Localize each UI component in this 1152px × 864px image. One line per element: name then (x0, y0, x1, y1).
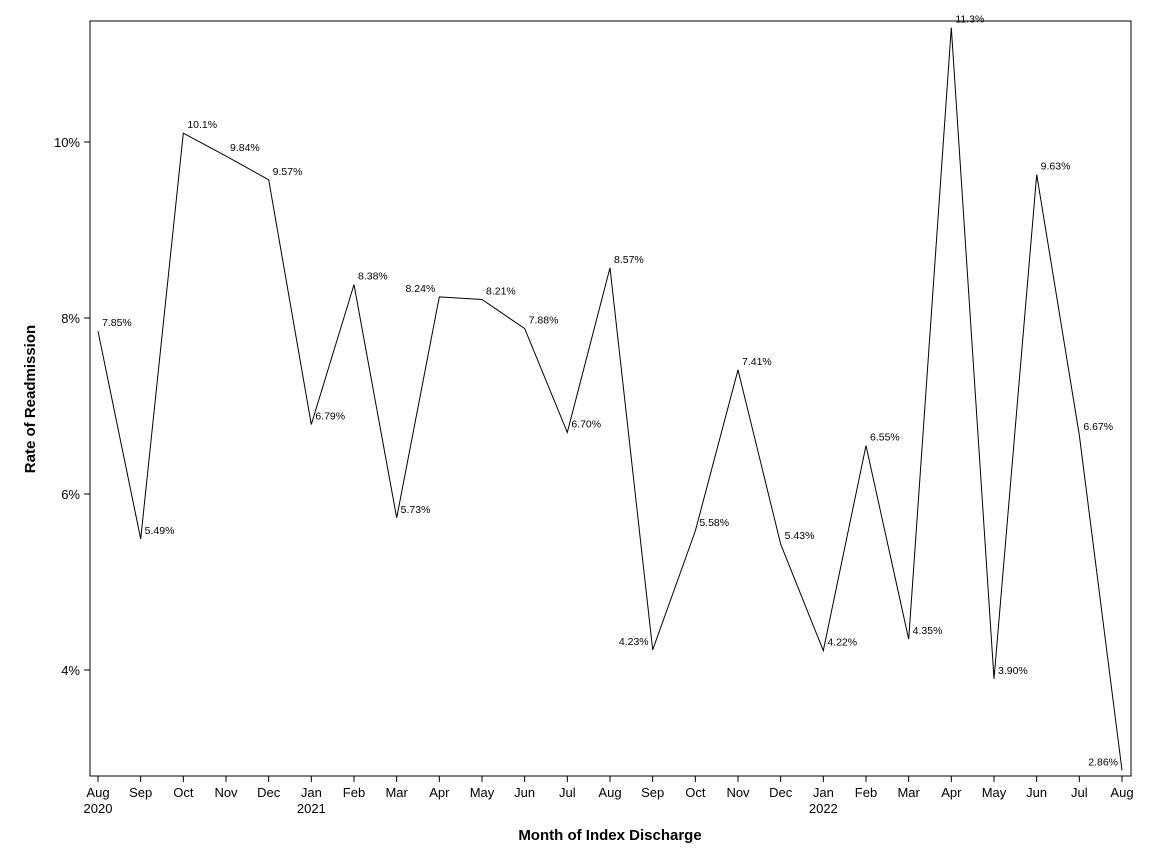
data-label: 10.1% (187, 119, 217, 131)
x-tick-label: Apr (941, 785, 962, 800)
x-axis-title: Month of Index Discharge (518, 827, 701, 844)
y-axis-title: Rate of Readmission (22, 325, 39, 473)
x-tick-label: Nov (726, 785, 750, 800)
plot-frame (89, 20, 1132, 777)
x-tick-label: Aug (598, 785, 621, 800)
data-label: 9.57% (273, 166, 303, 178)
x-tick-label: Mar (385, 785, 408, 800)
data-label: 3.90% (998, 665, 1028, 677)
y-axis: 4% 6% 8% 10% (54, 135, 90, 678)
x-tick-label: Oct (173, 785, 194, 800)
x-tick-label: Aug (1110, 785, 1133, 800)
data-label: 9.84% (230, 142, 260, 154)
x-tick-label: Sep (129, 785, 152, 800)
x-tick-label: Aug (86, 785, 109, 800)
data-label: 4.22% (827, 637, 857, 649)
x-tick-label: Nov (214, 785, 238, 800)
y-tick-label: 8% (61, 311, 80, 326)
data-label: 6.79% (315, 410, 345, 422)
x-year-label: 2020 (84, 801, 113, 816)
data-label: 8.24% (406, 283, 436, 295)
x-tick-label: Mar (897, 785, 920, 800)
x-tick-label: Dec (769, 785, 793, 800)
y-tick-label: 10% (54, 135, 80, 150)
data-label: 8.21% (486, 286, 516, 298)
x-tick-label: Sep (641, 785, 664, 800)
data-label: 7.85% (102, 317, 132, 329)
x-axis: Aug Sep Oct Nov Dec Jan Feb Mar Apr May Jun Jul Aug S… (84, 776, 1134, 816)
data-label: 4.23% (619, 636, 649, 648)
x-tick-label: May (470, 785, 495, 800)
x-tick-label: Jun (1026, 785, 1047, 800)
data-labels: 7.85% 5.49% 10.1% 9.84% 9.57% 6.79% 8.38% 5.73%… (102, 14, 1118, 769)
x-tick-label: Jan (813, 785, 834, 800)
data-label: 5.49% (145, 525, 175, 537)
x-tick-label: Apr (429, 785, 450, 800)
data-label: 6.67% (1083, 421, 1113, 433)
data-label: 5.43% (785, 530, 815, 542)
x-tick-label: May (982, 785, 1007, 800)
x-tick-label: Feb (855, 785, 877, 800)
x-tick-label: Jan (301, 785, 322, 800)
data-label: 7.88% (529, 315, 559, 327)
x-tick-label: Oct (685, 785, 706, 800)
data-label: 6.70% (571, 418, 601, 430)
data-label: 11.3% (955, 14, 984, 26)
x-tick-label: Dec (257, 785, 281, 800)
data-label: 7.41% (742, 356, 772, 368)
data-label: 9.63% (1041, 161, 1071, 173)
data-label: 2.86% (1088, 756, 1118, 768)
data-label: 5.73% (401, 504, 431, 516)
x-year-label: 2021 (297, 801, 326, 816)
data-label: 6.55% (870, 432, 900, 444)
y-tick-label: 6% (61, 487, 80, 502)
data-label: 8.38% (358, 271, 388, 283)
x-tick-label: Feb (343, 785, 365, 800)
x-year-label: 2022 (809, 801, 838, 816)
x-tick-label: Jul (1071, 785, 1088, 800)
data-label: 5.58% (699, 517, 729, 529)
x-tick-label: Jun (514, 785, 535, 800)
x-tick-label: Jul (559, 785, 576, 800)
series-line (97, 27, 1123, 771)
data-label: 8.57% (614, 254, 644, 266)
data-label: 4.35% (913, 625, 943, 637)
y-tick-label: 4% (61, 663, 80, 678)
